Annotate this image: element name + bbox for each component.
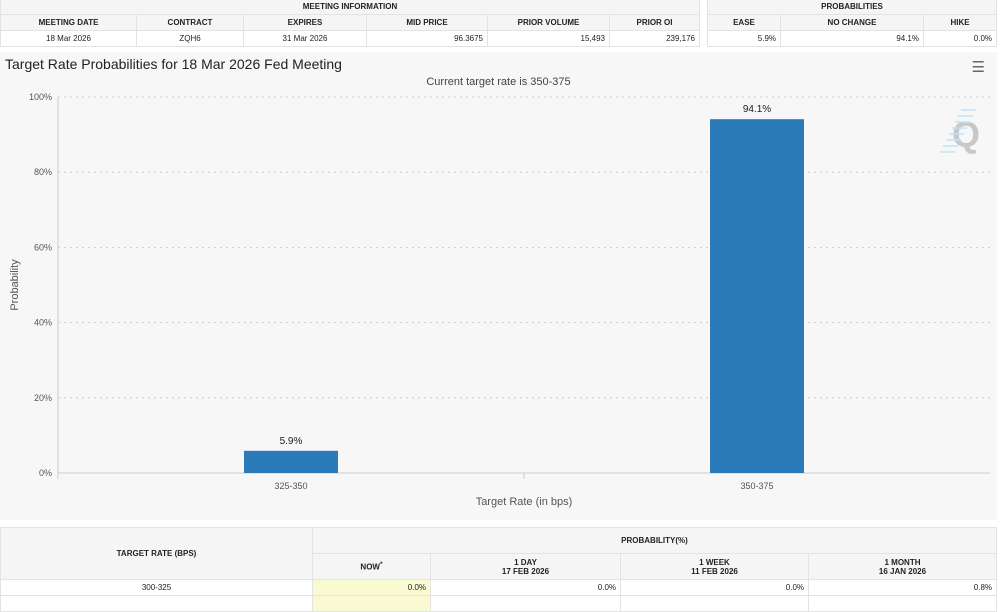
col-header: PRIOR OI [609,14,700,31]
col-header: EXPIRES [243,14,367,31]
cell: 0.0% [430,579,621,596]
chart-subtitle: Current target rate is 350-375 [426,76,571,88]
col-header: HIKE [923,14,997,31]
y-tick-label: 40% [34,318,52,328]
cell: ZQH6 [136,30,244,47]
y-tick-label: 0% [39,468,52,478]
cell: 5.9% [707,30,781,47]
group-header: MEETING INFORMATION [0,0,700,15]
col-header: MID PRICE [366,14,488,31]
bar-325-350[interactable] [244,450,338,473]
chart-title: Target Rate Probabilities for 18 Mar 202… [5,56,342,72]
cell: 18 Mar 2026 [0,30,137,47]
y-axis-title: Probability [9,259,21,311]
col-header: PRIOR VOLUME [487,14,610,31]
cell: 0.0% [620,579,809,596]
group-header: PROBABILITIES [707,0,997,15]
group-header: PROBABILITY(%) [312,527,997,554]
y-tick-label: 100% [29,92,52,102]
x-tick-label: 350-375 [740,481,773,491]
cell: 31 Mar 2026 [243,30,367,47]
cell: 15,493 [487,30,610,47]
cell: 96.3675 [366,30,488,47]
cell: 94.1% [780,30,924,47]
y-tick-label: 60% [34,242,52,252]
bar-350-375[interactable] [710,119,804,474]
col-header: CONTRACT [136,14,244,31]
data-label: 94.1% [743,104,771,115]
col-header: NO CHANGE [780,14,924,31]
data-label: 5.9% [280,436,303,447]
col-1week: 1 WEEK 11 FEB 2026 [620,553,809,580]
meeting-information-table: MEETING INFORMATION MEETING DATE CONTRAC… [0,0,700,47]
y-tick-label: 80% [34,167,52,177]
cell: 0.0% [923,30,997,47]
col-1month: 1 MONTH 16 JAN 2026 [808,553,997,580]
x-axis-title: Target Rate (in bps) [476,496,573,508]
x-tick-label: 325-350 [274,481,307,491]
cell: 0.0% [312,579,431,596]
table-row: 300-325 0.0% 0.0% 0.0% 0.8% [0,579,997,596]
cell: 239,176 [609,30,700,47]
col-header: MEETING DATE [0,14,137,31]
chart-svg: Q0%20%40%60%80%100%5.9%325-35094.1%350-3… [9,92,990,508]
probability-table: TARGET RATE (BPS) PROBABILITY(%) NOW* 1 … [0,527,997,612]
probabilities-table: PROBABILITIES EASE NO CHANGE HIKE 5.9% 9… [707,0,997,47]
rate-header: TARGET RATE (BPS) [0,527,313,580]
col-header: EASE [707,14,781,31]
y-tick-label: 20% [34,393,52,403]
probability-chart: Q 0% 20% 40% 60% 80% 100% 5.9% 325-350 94.1% 350-3… [0,52,997,520]
hamburger-icon[interactable]: ☰ [971,59,985,76]
rate-cell: 300-325 [0,579,313,596]
cell: 0.8% [808,579,997,596]
col-now: NOW* [312,553,431,580]
col-1day: 1 DAY 17 FEB 2026 [430,553,621,580]
